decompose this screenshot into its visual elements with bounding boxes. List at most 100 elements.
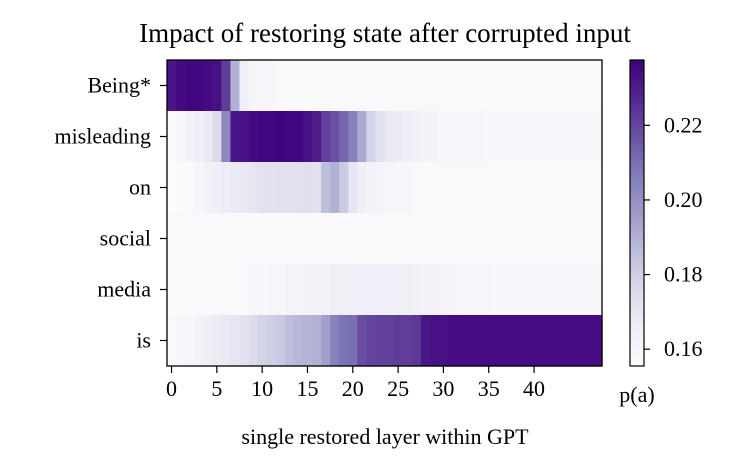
heatmap-cell <box>447 111 458 163</box>
heatmap-cell <box>348 162 358 214</box>
heatmap-cell <box>194 315 204 367</box>
heatmap-cell <box>176 264 186 316</box>
heatmap-cell <box>384 60 395 112</box>
heatmap-cell <box>493 264 503 316</box>
heatmap-cell <box>266 315 277 367</box>
heatmap-cell <box>194 60 204 112</box>
heatmap-cell <box>230 315 241 367</box>
heatmap-cell <box>475 213 485 265</box>
heatmap-cell <box>230 162 241 214</box>
heatmap-cell <box>203 60 213 112</box>
heatmap-cell <box>475 60 485 112</box>
heatmap-cell <box>302 213 313 265</box>
heatmap-cell <box>357 315 367 367</box>
heatmap-cell <box>402 162 413 214</box>
heatmap-cell <box>475 111 485 163</box>
heatmap-cell <box>457 213 467 265</box>
heatmap-cell <box>167 264 177 316</box>
plot-frame <box>166 59 603 367</box>
heatmap-cell <box>538 264 549 316</box>
heatmap-cell <box>167 162 177 214</box>
colorbar <box>629 59 645 367</box>
heatmap-cell <box>520 315 531 367</box>
heatmap-cell <box>230 264 241 316</box>
heatmap-cell <box>438 60 449 112</box>
heatmap-cell <box>429 315 440 367</box>
x-tick-label: 15 <box>296 376 318 401</box>
y-tick-label: on <box>129 175 151 200</box>
heatmap-cell <box>493 213 503 265</box>
heatmap-cell <box>312 162 322 214</box>
heatmap-cell <box>484 111 494 163</box>
heatmap-cell <box>221 60 232 112</box>
heatmap-cell <box>275 111 286 163</box>
heatmap-cell <box>339 162 349 214</box>
heatmap-cell <box>583 213 594 265</box>
heatmap-cell <box>411 60 422 112</box>
heatmap-cell <box>339 264 349 316</box>
heatmap-cell <box>420 60 431 112</box>
heatmap-cell <box>284 213 295 265</box>
x-axis-label: single restored layer within GPT <box>241 424 529 449</box>
heatmap-cell <box>194 213 204 265</box>
heatmap-cell <box>438 315 449 367</box>
heatmap-cell <box>167 213 177 265</box>
heatmap-cell <box>248 315 259 367</box>
heatmap-cell <box>547 162 558 214</box>
heatmap-cell <box>538 213 549 265</box>
heatmap-cell <box>411 264 422 316</box>
heatmap-cell <box>411 315 422 367</box>
heatmap-cell <box>466 213 476 265</box>
heatmap-cell <box>375 111 386 163</box>
heatmap-cell <box>402 264 413 316</box>
heatmap-cell <box>257 162 268 214</box>
heatmap-cell <box>429 111 440 163</box>
heatmap-cell <box>447 315 458 367</box>
heatmap-cell <box>520 264 531 316</box>
heatmap-cell <box>212 111 222 163</box>
colorbar-axis: 0.16 0.18 0.20 0.22 <box>644 112 703 361</box>
heatmap-cell <box>384 264 395 316</box>
heatmap-cell <box>447 60 458 112</box>
heatmap-cell <box>592 60 603 112</box>
heatmap-cell <box>185 162 195 214</box>
heatmap-cell <box>275 213 286 265</box>
heatmap-cell <box>330 315 340 367</box>
heatmap-cell <box>565 315 576 367</box>
heatmap-cell <box>339 213 349 265</box>
x-axis: 0 5 10 15 20 25 30 35 40 <box>166 366 545 401</box>
heatmap-cell <box>176 213 186 265</box>
heatmap-cell <box>384 315 395 367</box>
heatmap-cell <box>357 162 367 214</box>
chart-title: Impact of restoring state after corrupte… <box>139 18 631 48</box>
y-axis: Being* misleading on social media is <box>54 73 167 353</box>
heatmap-cell <box>185 315 195 367</box>
heatmap-cell <box>538 315 549 367</box>
heatmap-cell <box>275 60 286 112</box>
y-tick-label: misleading <box>54 124 151 149</box>
heatmap-cell <box>484 162 494 214</box>
heatmap-cell <box>420 213 431 265</box>
heatmap-cell <box>293 60 304 112</box>
heatmap-cell <box>330 162 340 214</box>
heatmap-cell <box>438 111 449 163</box>
heatmap-cell <box>366 60 377 112</box>
heatmap-cell <box>402 315 413 367</box>
heatmap-cell <box>411 162 422 214</box>
heatmap-cell <box>339 315 349 367</box>
heatmap-cell <box>248 111 259 163</box>
heatmap-cell <box>547 213 558 265</box>
heatmap-cell <box>293 213 304 265</box>
heatmap-cell <box>203 264 213 316</box>
heatmap-cell <box>583 162 594 214</box>
heatmap-cell <box>457 315 467 367</box>
heatmap-cell <box>275 315 286 367</box>
heatmap-cell <box>393 111 404 163</box>
x-tick-label: 30 <box>432 376 454 401</box>
heatmap-cell <box>185 213 195 265</box>
heatmap-cell <box>493 162 503 214</box>
heatmap-cell <box>302 162 313 214</box>
heatmap-cell <box>520 162 531 214</box>
heatmap-cell <box>239 264 250 316</box>
heatmap-cell <box>529 315 540 367</box>
